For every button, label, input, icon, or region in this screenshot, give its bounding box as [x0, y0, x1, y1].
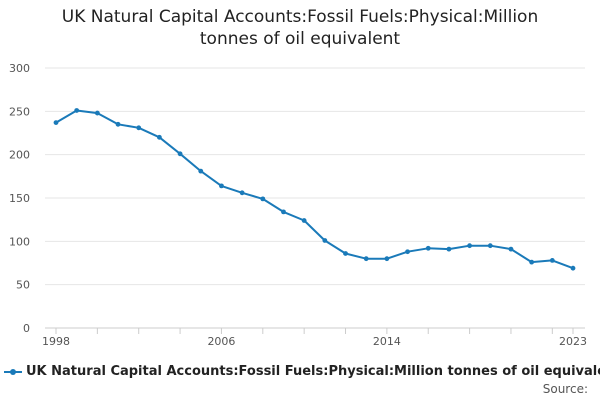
- data-point: [446, 246, 452, 252]
- legend-swatch: [4, 368, 22, 375]
- x-tick-label: 2006: [207, 335, 235, 348]
- chart-title: UK Natural Capital Accounts:Fossil Fuels…: [0, 6, 600, 50]
- y-tick-label: 100: [9, 235, 30, 248]
- data-point: [177, 151, 183, 157]
- data-point: [136, 125, 142, 131]
- data-point: [301, 218, 307, 223]
- data-point: [384, 256, 390, 262]
- data-point: [74, 108, 80, 113]
- data-point: [239, 190, 245, 196]
- y-tick-label: 50: [16, 279, 30, 292]
- y-tick-label: 150: [9, 192, 30, 205]
- data-point: [529, 259, 535, 265]
- y-tick-label: 0: [23, 322, 30, 335]
- series-line: [55, 109, 574, 270]
- data-point: [363, 256, 369, 262]
- data-point: [467, 243, 472, 249]
- data-point: [343, 251, 348, 256]
- data-point: [405, 249, 410, 255]
- data-point: [260, 196, 266, 202]
- legend-label: UK Natural Capital Accounts:Fossil Fuels…: [26, 364, 600, 379]
- x-tick-label: 1998: [42, 335, 70, 348]
- data-point: [425, 245, 431, 251]
- legend[interactable]: UK Natural Capital Accounts:Fossil Fuels…: [4, 364, 600, 379]
- data-point: [281, 209, 286, 215]
- y-tick-label: 300: [9, 62, 30, 75]
- data-point: [219, 183, 224, 189]
- data-point: [549, 258, 555, 263]
- x-tick-label: 2014: [373, 335, 401, 348]
- data-point: [94, 110, 100, 116]
- y-tick-label: 200: [9, 149, 30, 162]
- data-point: [115, 121, 121, 127]
- chart-title-line-1: UK Natural Capital Accounts:Fossil Fuels…: [61, 7, 539, 27]
- legend-marker: [10, 368, 16, 375]
- data-point: [570, 265, 576, 271]
- data-point: [198, 168, 204, 174]
- data-point: [53, 120, 59, 125]
- data-point: [157, 134, 162, 140]
- data-point: [487, 243, 493, 249]
- data-point: [508, 246, 514, 252]
- x-tick-label: 2023: [559, 335, 587, 348]
- source-label: Source:: [542, 382, 588, 396]
- chart-title-line-2: tonnes of oil equivalent: [199, 29, 401, 49]
- y-tick-label: 250: [9, 105, 30, 118]
- data-point: [322, 238, 328, 243]
